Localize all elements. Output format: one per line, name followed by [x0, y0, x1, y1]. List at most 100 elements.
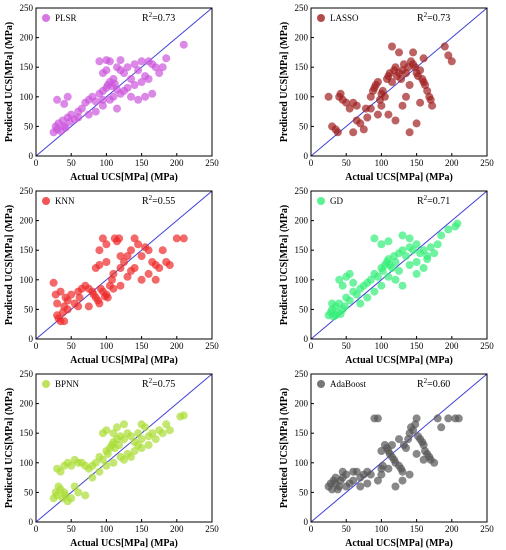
data-point	[338, 281, 347, 290]
legend-marker	[42, 197, 50, 205]
data-point	[127, 92, 135, 101]
data-point	[56, 467, 65, 476]
data-point	[134, 429, 143, 438]
y-tick-label: 100	[20, 92, 34, 102]
data-point	[397, 75, 406, 83]
data-point	[56, 287, 65, 296]
data-point	[148, 89, 157, 98]
scatter-series	[49, 40, 188, 137]
data-point	[120, 420, 128, 429]
data-point	[373, 110, 382, 119]
data-point	[84, 110, 93, 119]
data-point	[388, 42, 396, 51]
data-point	[134, 66, 143, 75]
data-point	[137, 252, 146, 261]
y-axis-title: Predicted UCS[MPa] (MPa)	[279, 388, 290, 508]
data-point	[130, 447, 139, 455]
legend: BPNN	[42, 379, 80, 389]
data-point	[324, 92, 333, 101]
data-point	[74, 488, 83, 497]
y-tick-label: 150	[20, 62, 34, 72]
data-point	[95, 467, 104, 476]
data-point	[409, 246, 418, 255]
data-point	[116, 264, 125, 272]
data-point	[53, 299, 62, 308]
x-axis-title: Actual UCS[MPa] (MPa)	[345, 538, 453, 549]
data-point	[98, 455, 107, 464]
data-point	[105, 95, 114, 104]
data-point	[63, 92, 72, 101]
y-axis-title: Predicted UCS[MPa] (MPa)	[279, 22, 290, 142]
data-point	[352, 290, 361, 299]
scatter-series	[49, 234, 188, 326]
y-tick-label: 0	[304, 517, 309, 527]
data-point	[116, 56, 125, 65]
data-point	[77, 104, 86, 113]
y-tick-label: 200	[295, 216, 309, 226]
data-point	[440, 42, 449, 51]
data-point	[144, 246, 153, 255]
data-point	[98, 95, 107, 104]
chart-panel-adaboost: 00 50 50 100 100 150 150 200 200 250 250 Actual UCS…	[279, 369, 494, 549]
data-point	[412, 269, 421, 278]
y-tick-label: 50	[24, 304, 34, 314]
data-point	[49, 278, 58, 287]
y-axis-title: Predicted UCS[MPa] (MPa)	[4, 388, 15, 508]
data-point	[412, 119, 421, 128]
data-point	[148, 429, 157, 438]
plot-frame	[310, 190, 488, 340]
data-point	[398, 231, 407, 240]
data-point	[430, 458, 439, 467]
x-tick-label: 100	[375, 524, 389, 534]
x-tick-label: 250	[205, 524, 219, 534]
data-point	[137, 275, 146, 284]
data-point	[412, 258, 421, 266]
data-point	[352, 101, 361, 110]
data-point	[98, 101, 107, 110]
data-point	[158, 246, 167, 255]
chart-panel-gd: 00 50 50 100 100 150 150 200 200 250 250 Actual UCS…	[279, 186, 494, 366]
r-squared-annotation: R2=0.55	[142, 194, 175, 207]
plot-frame	[35, 190, 213, 340]
data-point	[63, 296, 72, 305]
x-tick-label: 200	[445, 158, 459, 168]
data-point	[158, 63, 167, 72]
data-point	[447, 57, 456, 66]
data-point	[391, 275, 400, 284]
x-tick-label: 250	[205, 158, 219, 168]
data-point	[137, 78, 146, 86]
data-point	[373, 272, 382, 281]
legend-label: KNN	[55, 196, 75, 206]
data-point	[398, 476, 407, 485]
x-axis-title: Actual UCS[MPa] (MPa)	[345, 355, 453, 366]
legend-marker	[317, 380, 325, 388]
x-tick-label: 0	[34, 524, 39, 534]
data-point	[134, 441, 143, 449]
data-point	[370, 234, 379, 243]
y-tick-label: 200	[20, 33, 34, 43]
data-point	[433, 240, 442, 249]
x-tick-label: 50	[342, 341, 352, 351]
x-tick-label: 50	[67, 341, 77, 351]
data-point	[405, 128, 414, 137]
data-point	[340, 302, 349, 311]
data-point	[331, 473, 340, 482]
data-point	[102, 240, 111, 249]
r-squared-annotation: R2=0.73	[142, 11, 175, 24]
data-point	[428, 101, 437, 110]
data-point	[102, 258, 111, 266]
data-point	[120, 435, 128, 444]
data-point	[419, 54, 428, 63]
y-tick-label: 100	[20, 458, 34, 468]
y-tick-label: 200	[20, 216, 34, 226]
x-tick-label: 250	[480, 524, 494, 534]
data-point	[328, 485, 337, 494]
data-point	[373, 414, 382, 423]
data-point	[437, 231, 446, 240]
data-point	[151, 435, 160, 444]
x-tick-label: 100	[100, 524, 114, 534]
data-point	[331, 311, 340, 320]
data-point	[402, 92, 410, 101]
x-tick-label: 150	[410, 524, 424, 534]
data-point	[60, 99, 69, 108]
